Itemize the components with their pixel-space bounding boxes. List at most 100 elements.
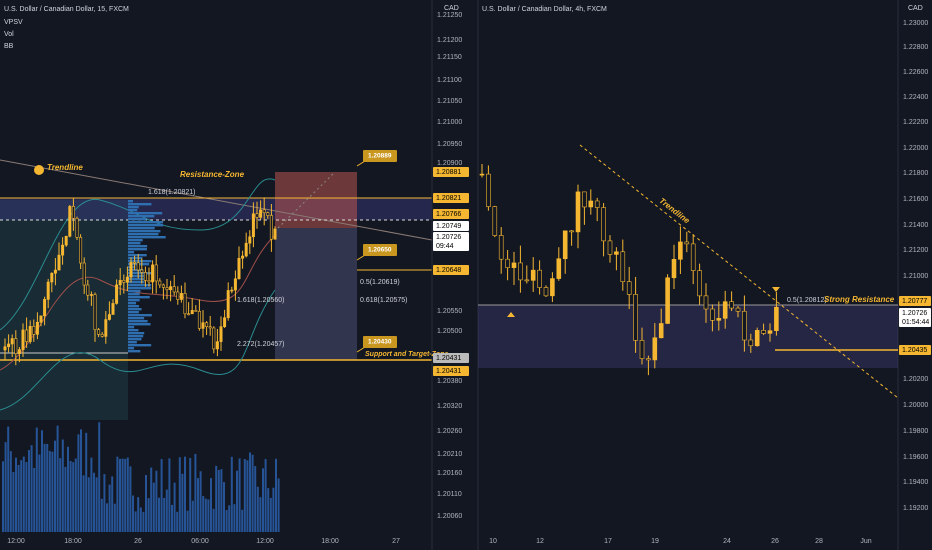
fib-label: 0.5(1.20619)	[360, 279, 400, 286]
volume-bar	[67, 446, 69, 532]
volume-profile	[128, 281, 145, 284]
price-label: 1.19400	[903, 479, 928, 486]
callout-label: 1.20430	[368, 339, 392, 346]
candle-body	[697, 270, 702, 297]
time-label: 27	[392, 538, 400, 545]
volume-bar	[178, 457, 181, 532]
volume-profile	[128, 299, 140, 302]
price-label: 1.23000	[903, 20, 928, 27]
indicator: VPSV	[4, 19, 23, 26]
candle-body	[223, 317, 227, 327]
candle-body	[241, 255, 245, 259]
candle-body	[93, 294, 97, 330]
volume-profile	[128, 308, 142, 311]
time-label: 18:00	[321, 538, 339, 545]
volume-profile	[128, 248, 147, 251]
time-label: 10	[489, 538, 497, 545]
volume-bar	[20, 460, 23, 532]
candle-body	[215, 341, 219, 350]
price-label: 1.21200	[437, 37, 462, 44]
candle-body	[486, 173, 491, 207]
price-label: 1.22200	[903, 119, 928, 126]
volume-profile	[128, 269, 144, 272]
candle-body	[639, 340, 645, 359]
candle-body	[710, 308, 715, 321]
candle-body	[136, 262, 140, 271]
candle-body	[71, 206, 75, 219]
candle-body	[14, 338, 18, 354]
candle-body	[251, 213, 255, 238]
price-label: 1.20500	[437, 328, 462, 335]
candle-body	[205, 322, 209, 327]
callout-label: 1.20889	[368, 153, 392, 160]
volume-profile	[128, 314, 152, 317]
volume-bar	[64, 466, 67, 532]
candle-body	[3, 346, 7, 351]
volume-profile	[128, 233, 159, 236]
candle-body	[179, 293, 183, 300]
volume-bar	[51, 451, 54, 532]
volume-bar	[145, 474, 147, 532]
price-label: 1.20900	[437, 160, 462, 167]
fib-label: 0.618(1.20575)	[360, 297, 407, 304]
candle-body	[658, 323, 664, 339]
price-label: 1.19800	[903, 428, 928, 435]
candle-body	[25, 329, 29, 342]
projection	[277, 171, 336, 229]
volume-bar	[33, 468, 36, 532]
volume-profile	[128, 215, 155, 218]
volume-bar	[93, 472, 95, 532]
volume-bar	[74, 458, 77, 532]
candle-body	[652, 337, 658, 361]
volume-bar	[41, 430, 43, 532]
candle-body	[97, 329, 101, 335]
price-tag	[899, 317, 931, 327]
price-tag	[433, 265, 469, 275]
volume-bar	[38, 454, 41, 532]
candle-body	[255, 213, 259, 218]
volume-bar	[80, 429, 82, 532]
volume-profile	[128, 320, 148, 323]
time-label: 28	[815, 538, 823, 545]
fib-label: 1.618(1.20821)	[148, 189, 195, 196]
volume-bar	[176, 511, 179, 532]
time-label: 19	[651, 538, 659, 545]
price-label: 1.20260	[437, 428, 462, 435]
volume-bar	[262, 468, 264, 532]
volume-bar	[163, 497, 166, 532]
volume-bar	[56, 425, 59, 532]
trendline	[579, 144, 899, 399]
volume-bar	[106, 503, 108, 532]
candle-body	[68, 206, 72, 237]
candle-body	[233, 278, 237, 291]
volume-bar	[77, 434, 80, 532]
candle-body	[79, 237, 83, 264]
volume-profile	[128, 260, 152, 263]
annotation: Resistance-Zone	[180, 170, 245, 179]
price-tag	[433, 209, 469, 219]
candle-body	[550, 278, 555, 297]
volume-bar	[54, 440, 56, 532]
volume-bar	[181, 473, 184, 532]
callout	[363, 150, 397, 162]
candle-body	[208, 326, 212, 329]
price-tag-label: 1.20749	[436, 223, 461, 230]
volume-bar	[241, 509, 244, 532]
volume-profile	[128, 341, 137, 344]
volume-profile	[128, 200, 134, 203]
price-label: 1.20110	[437, 491, 462, 498]
volume-profile	[128, 275, 147, 278]
candle-body	[518, 262, 523, 281]
price-tag-label: 1.20777	[902, 298, 927, 305]
candle-body	[266, 212, 270, 216]
candle-body	[259, 209, 263, 218]
volume-bar	[150, 467, 153, 532]
volume-bar	[72, 462, 75, 532]
volume-bar	[7, 426, 10, 532]
candle-body	[248, 236, 252, 244]
candle-body	[262, 209, 266, 214]
price-label: 1.22000	[903, 145, 928, 152]
candle-body	[212, 327, 216, 350]
price-label: 1.20060	[437, 513, 462, 520]
volume-bar	[142, 511, 145, 532]
